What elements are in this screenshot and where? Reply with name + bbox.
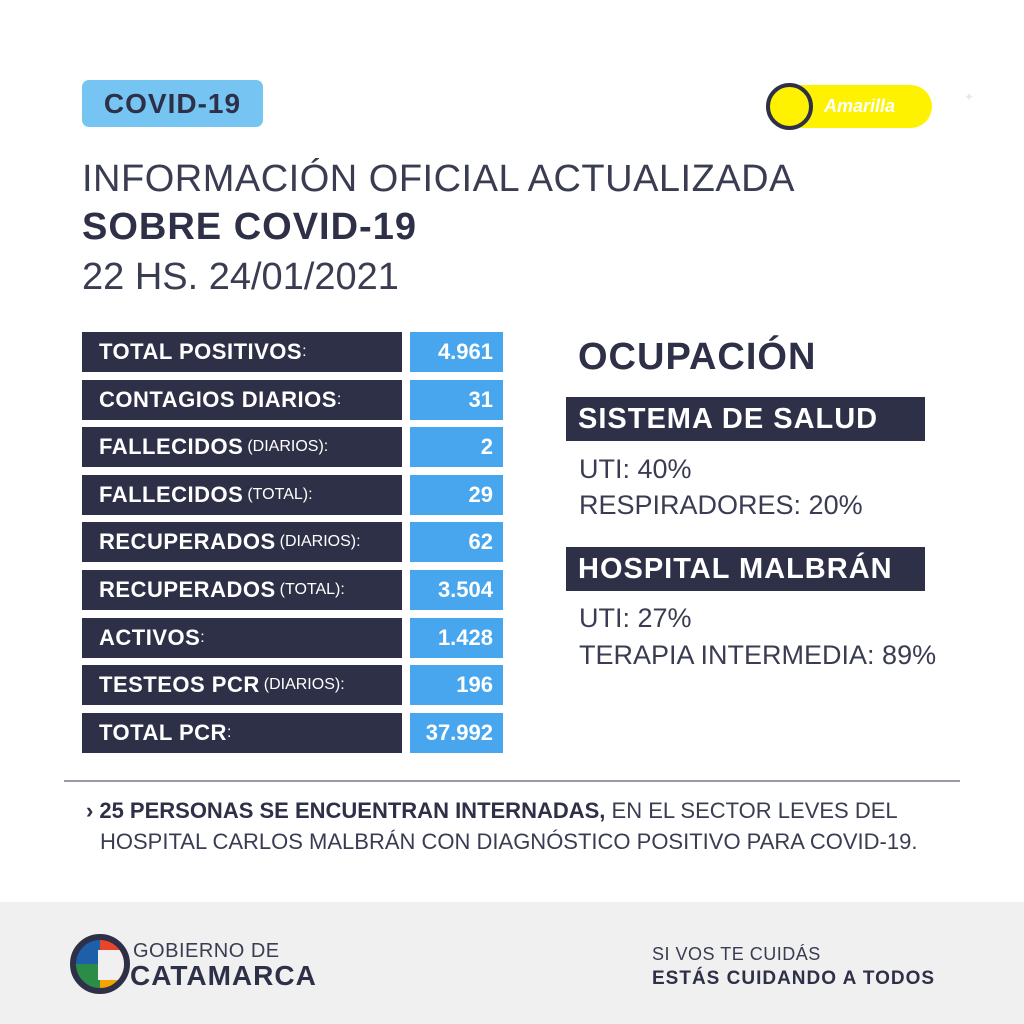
phase-indicator-icon: [766, 83, 813, 130]
stat-qualifier: (DIARIOS): [247, 438, 324, 456]
health-system-uti: UTI: 40%: [579, 454, 692, 484]
phase-label: Amarilla: [824, 96, 896, 116]
stat-colon: :: [336, 390, 342, 408]
hospital-uti: UTI: 27%: [579, 603, 692, 633]
stat-colon: :: [323, 438, 329, 456]
stat-label: CONTAGIOS DIARIOS:: [82, 379, 402, 420]
health-system-heading: SISTEMA DE SALUD: [566, 397, 925, 441]
hospital-terapia-intermedia: TERAPIA INTERMEDIA: 89%: [579, 640, 937, 670]
stat-label-text: TOTAL POSITIVOS: [99, 339, 303, 364]
slogan-line1: SI VOS TE CUIDÁS: [652, 944, 821, 964]
stat-label-text: ACTIVOS: [99, 624, 201, 650]
stat-row-total-pcr: TOTAL PCR: 37.992: [82, 712, 503, 753]
stat-label-text: TOTAL PCR: [99, 719, 227, 745]
stat-row-total-positivos: TOTAL POSITIVOS: 4.961: [82, 332, 503, 372]
stat-value: 3.504: [410, 569, 503, 610]
gov-line1: GOBIERNO DE: [133, 940, 280, 962]
stat-row-fallecidos-diarios: FALLECIDOS (DIARIOS): 2: [82, 427, 503, 468]
stat-value: 62: [410, 522, 503, 563]
stat-qualifier: (TOTAL): [247, 485, 309, 503]
hospital-heading: HOSPITAL MALBRÁN: [566, 547, 925, 591]
stat-value: 29: [410, 474, 503, 515]
stat-row-recuperados-total: RECUPERADOS (TOTAL): 3.504: [82, 569, 503, 610]
stat-label-text: RECUPERADOS: [99, 529, 276, 555]
stat-label-text: TESTEOS PCR: [99, 672, 260, 698]
footer: GOBIERNO DE CATAMARCA SI VOS TE CUIDÁS E…: [0, 902, 1024, 1024]
hospitalization-note: › 25 PERSONAS SE ENCUENTRAN INTERNADAS, E…: [86, 795, 966, 857]
chevron-right-icon: ›: [86, 798, 94, 823]
stat-label-text: CONTAGIOS DIARIOS: [99, 386, 337, 412]
stat-label-text: FALLECIDOS: [99, 481, 244, 507]
stat-row-activos: ACTIVOS: 1.428: [82, 617, 503, 658]
catamarca-logo-icon: [70, 934, 130, 994]
stat-label: RECUPERADOS (DIARIOS):: [82, 522, 402, 563]
stat-label: ACTIVOS:: [82, 617, 402, 658]
stats-table: TOTAL POSITIVOS: 4.961 CONTAGIOS DIARIOS…: [82, 332, 503, 760]
stat-row-recuperados-diarios: RECUPERADOS (DIARIOS): 62: [82, 522, 503, 563]
note-text-line1: EN EL SECTOR LEVES DEL: [605, 798, 898, 823]
stat-label: FALLECIDOS (TOTAL):: [82, 474, 402, 515]
stat-value: 37.992: [410, 712, 503, 753]
stat-colon: :: [200, 628, 205, 646]
stat-label: FALLECIDOS (DIARIOS):: [82, 427, 402, 468]
stat-label: TOTAL PCR:: [82, 712, 402, 753]
stat-label: TOTAL POSITIVOS:: [82, 332, 402, 372]
stat-qualifier: (DIARIOS): [263, 676, 341, 694]
slogan-line2: ESTÁS CUIDANDO A TODOS: [652, 968, 936, 989]
stat-qualifier: (DIARIOS): [279, 533, 357, 551]
stat-value: 1.428: [410, 617, 503, 658]
stat-value: 196: [410, 665, 503, 706]
stat-qualifier: (TOTAL): [279, 580, 341, 598]
occupancy-title: OCUPACIÓN: [578, 336, 817, 378]
divider: [64, 780, 960, 782]
page-title-line1: INFORMACIÓN OFICIAL ACTUALIZADA: [82, 158, 795, 200]
stat-colon: :: [226, 723, 232, 741]
stat-label: TESTEOS PCR (DIARIOS):: [82, 665, 402, 706]
stat-row-testeos-pcr: TESTEOS PCR (DIARIOS): 196: [82, 665, 503, 706]
stat-label-text: RECUPERADOS: [99, 576, 276, 602]
note-text-line2: HOSPITAL CARLOS MALBRÁN CON DIAGNÓSTICO …: [100, 829, 918, 854]
stat-colon: :: [356, 533, 361, 551]
report-timestamp: 22 HS. 24/01/2021: [82, 256, 399, 298]
stat-value: 2: [410, 427, 503, 468]
stat-colon: :: [340, 580, 345, 598]
covid-tag: COVID-19: [82, 80, 263, 127]
note-highlight: 25 PERSONAS SE ENCUENTRAN INTERNADAS,: [99, 798, 606, 823]
stat-row-contagios-diarios: CONTAGIOS DIARIOS: 31: [82, 379, 503, 420]
stat-label-text: FALLECIDOS: [99, 434, 244, 460]
stat-value: 4.961: [410, 332, 503, 372]
stat-label: RECUPERADOS (TOTAL):: [82, 569, 402, 610]
stat-colon: :: [308, 485, 313, 503]
gov-line2: CATAMARCA: [130, 960, 317, 991]
stat-value: 31: [410, 379, 503, 420]
stat-colon: :: [340, 676, 345, 694]
page-title-line2: SOBRE COVID-19: [82, 206, 417, 248]
sparkle-icon: ✦: [964, 90, 975, 104]
stat-colon: :: [302, 343, 307, 360]
phase-badge: Amarilla: [766, 83, 932, 130]
stat-row-fallecidos-total: FALLECIDOS (TOTAL): 29: [82, 474, 503, 515]
health-system-respiradores: RESPIRADORES: 20%: [579, 490, 863, 520]
